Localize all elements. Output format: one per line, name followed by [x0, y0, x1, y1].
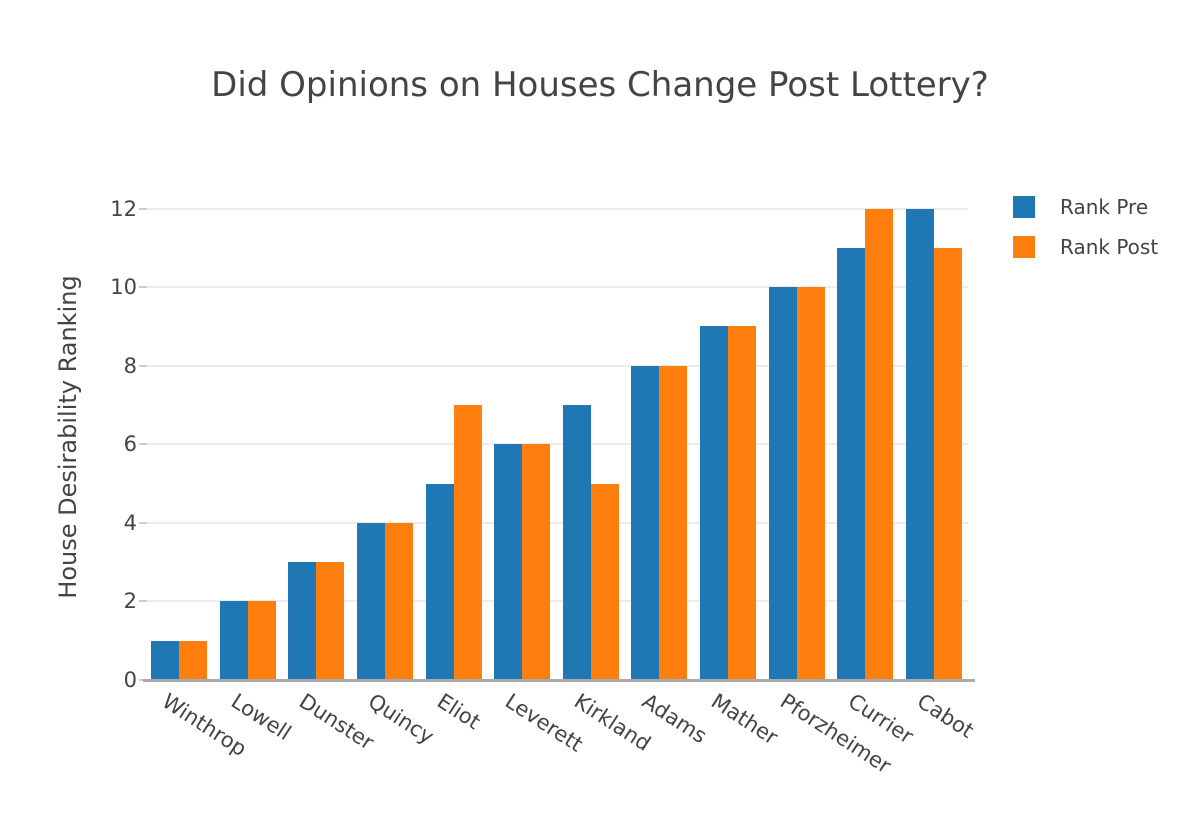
y-tick-label: 8: [123, 353, 137, 378]
legend-label: Rank Pre: [1060, 195, 1149, 219]
bar-rank-post-eliot: [453, 405, 482, 680]
bar-rank-post-cabot: [933, 247, 962, 680]
y-tick-label: 2: [123, 589, 137, 614]
legend-item-rank-post[interactable]: Rank Post: [1013, 235, 1159, 259]
y-tick-mark: [139, 207, 147, 210]
bar-rank-pre-cabot: [905, 208, 934, 680]
x-axis-line: [143, 679, 975, 682]
bar-rank-pre-leverett: [494, 444, 523, 680]
bar-rank-pre-dunster: [288, 562, 317, 680]
y-tick-label: 12: [110, 196, 137, 221]
bar-rank-post-kirkland: [590, 483, 619, 680]
plot-area: [145, 185, 968, 680]
x-tick-label: Dunster: [295, 689, 379, 755]
bar-rank-pre-eliot: [425, 483, 454, 680]
bar-rank-pre-currier: [837, 247, 866, 680]
bar-rank-pre-lowell: [219, 601, 248, 680]
y-tick-mark: [139, 521, 147, 524]
gridline: [145, 600, 968, 603]
legend-label: Rank Post: [1060, 235, 1159, 259]
y-tick-label: 0: [123, 668, 137, 692]
bar-rank-post-lowell: [247, 601, 276, 680]
gridline: [145, 286, 968, 289]
gridline: [145, 364, 968, 367]
x-tick-label: Eliot: [432, 689, 485, 735]
bar-rank-post-winthrop: [179, 640, 208, 680]
bar-rank-pre-mather: [699, 326, 728, 680]
gridline: [145, 521, 968, 524]
y-tick-mark: [139, 443, 147, 446]
bar-rank-pre-adams: [631, 365, 660, 680]
y-tick-mark: [139, 600, 147, 603]
x-tick-label: Cabot: [912, 689, 978, 743]
bar-rank-post-leverett: [522, 444, 551, 680]
y-tick-label: 10: [110, 275, 137, 300]
bar-rank-pre-kirkland: [562, 405, 591, 680]
bar-rank-post-mather: [727, 326, 756, 680]
bar-rank-post-pforzheimer: [796, 287, 825, 680]
gridline: [145, 443, 968, 446]
chart-title: Did Opinions on Houses Change Post Lotte…: [211, 65, 989, 105]
legend-swatch: [1013, 236, 1035, 258]
x-tick-label: Mather: [706, 689, 783, 750]
legend-swatch: [1013, 196, 1035, 218]
bar-rank-post-currier: [865, 208, 894, 680]
bar-rank-pre-pforzheimer: [768, 287, 797, 680]
bar-rank-pre-quincy: [357, 522, 386, 680]
y-tick-label: 4: [123, 510, 137, 535]
gridline: [145, 207, 968, 210]
y-tick-mark: [139, 364, 147, 367]
x-tick-label: Kirkland: [569, 689, 655, 756]
legend: Rank Pre Rank Post: [1013, 195, 1159, 276]
bar-rank-post-quincy: [385, 522, 414, 680]
legend-item-rank-pre[interactable]: Rank Pre: [1013, 195, 1158, 219]
y-tick-label: 6: [123, 432, 137, 457]
y-tick-mark: [139, 286, 147, 289]
x-tick-label: Leverett: [501, 689, 588, 757]
bar-rank-post-dunster: [316, 562, 345, 680]
bar-rank-pre-winthrop: [151, 640, 180, 680]
bar-rank-post-adams: [659, 365, 688, 680]
